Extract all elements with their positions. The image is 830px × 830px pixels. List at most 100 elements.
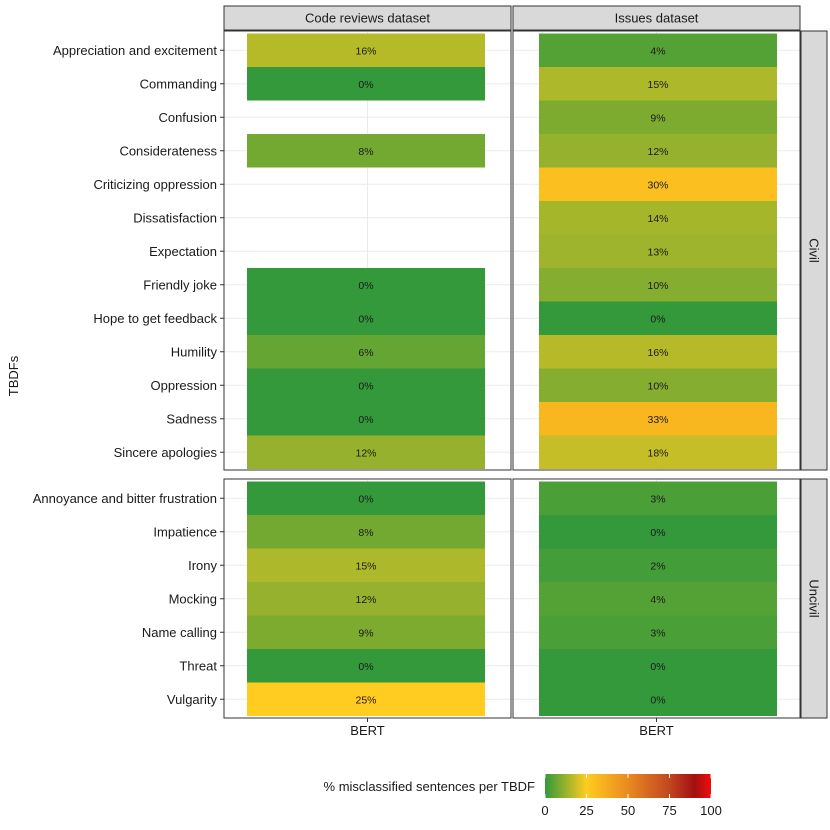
heatmap-tile (539, 649, 777, 683)
tile-value-label: 0% (650, 313, 665, 325)
y-tick-label: Sadness (166, 411, 217, 426)
y-tick-label: Expectation (149, 244, 217, 259)
legend-tick-label: 0 (541, 803, 548, 818)
tile-value-label: 0% (650, 694, 665, 706)
heatmap-tile (539, 682, 777, 716)
facet-strip-column (512, 5, 801, 31)
facet-column-label: Issues dataset (615, 11, 699, 26)
y-tick-label: Annoyance and bitter frustration (33, 491, 217, 506)
heatmap-tile (247, 481, 485, 515)
tile-value-label: 0% (358, 79, 373, 91)
legend-tick-label: 100 (700, 803, 722, 818)
tile-value-label: 15% (647, 79, 668, 91)
y-tick-label: Appreciation and excitement (53, 43, 217, 58)
tile-value-label: 2% (650, 560, 665, 572)
heatmap-tile (539, 67, 777, 101)
tile-value-label: 0% (650, 661, 665, 673)
y-tick-label: Vulgarity (167, 692, 218, 707)
y-tick-label: Friendly joke (143, 277, 217, 292)
heatmap-tile (539, 368, 777, 402)
y-tick-label: Humility (171, 344, 218, 359)
tile-value-label: 13% (647, 246, 668, 258)
y-tick-label: Name calling (142, 625, 217, 640)
panel-border (512, 30, 801, 471)
y-tick-label: Considerateness (119, 143, 217, 158)
tile-value-label: 18% (647, 447, 668, 459)
heatmap-tile (247, 67, 485, 101)
tile-value-label: 0% (358, 414, 373, 426)
y-tick-label: Dissatisfaction (133, 210, 217, 225)
tile-value-label: 0% (358, 493, 373, 505)
heatmap-tile (247, 548, 485, 582)
tile-value-label: 14% (647, 213, 668, 225)
heatmap-tile (539, 301, 777, 335)
y-tick-label: Mocking (169, 591, 217, 606)
facet-column-label: Code reviews dataset (305, 11, 430, 26)
y-tick-label: Hope to get feedback (93, 311, 217, 326)
heatmap-tile (539, 167, 777, 201)
tile-value-label: 9% (358, 627, 373, 639)
heatmap-tile (539, 335, 777, 369)
heatmap-tile (247, 268, 485, 302)
heatmap-tile (247, 435, 485, 469)
heatmap-tile (539, 201, 777, 235)
tile-value-label: 0% (358, 313, 373, 325)
legend-tick-label: 50 (621, 803, 635, 818)
facet-strip-column (223, 5, 512, 31)
heatmap-tile (247, 615, 485, 649)
heatmap-tile (539, 515, 777, 549)
heatmap-tile (247, 582, 485, 616)
heatmap-tile (539, 481, 777, 515)
tile-value-label: 3% (650, 493, 665, 505)
tile-value-label: 12% (355, 594, 376, 606)
facet-strip-row (800, 30, 828, 471)
tile-value-label: 0% (358, 280, 373, 292)
x-tick-label: BERT (350, 723, 384, 738)
heatmap-tile (539, 33, 777, 67)
heatmap-tile (247, 682, 485, 716)
y-tick-label: Commanding (140, 76, 217, 91)
tile-value-label: 8% (358, 146, 373, 158)
tile-value-label: 0% (358, 380, 373, 392)
heatmap-tile (247, 301, 485, 335)
heatmap-tile (247, 402, 485, 436)
x-tick-label: BERT (639, 723, 673, 738)
heatmap-tile (539, 402, 777, 436)
tile-value-label: 3% (650, 627, 665, 639)
tile-value-label: 10% (647, 380, 668, 392)
tile-value-label: 30% (647, 179, 668, 191)
tile-value-label: 16% (647, 347, 668, 359)
facet-row-label: Uncivil (807, 579, 822, 617)
heatmap-tile (247, 515, 485, 549)
heatmap-tile (539, 435, 777, 469)
heatmap-tile (539, 100, 777, 134)
tile-value-label: 16% (355, 45, 376, 57)
facet-row-label: Civil (807, 238, 822, 263)
heatmap-tile (539, 268, 777, 302)
y-tick-label: Sincere apologies (114, 445, 218, 460)
y-tick-label: Criticizing oppression (93, 177, 217, 192)
tile-value-label: 0% (650, 527, 665, 539)
heatmap-tile (247, 33, 485, 67)
tile-value-label: 15% (355, 560, 376, 572)
tile-value-label: 0% (358, 661, 373, 673)
y-tick-label: Confusion (158, 110, 217, 125)
heatmap-tile (247, 368, 485, 402)
panel-border (223, 30, 512, 471)
y-tick-label: Irony (188, 558, 217, 573)
heatmap-tile (539, 234, 777, 268)
heatmap-tile (539, 582, 777, 616)
tile-value-label: 6% (358, 347, 373, 359)
heatmap-tile (539, 615, 777, 649)
y-tick-label: Oppression (151, 378, 217, 393)
tile-value-label: 25% (355, 694, 376, 706)
heatmap-tile (539, 548, 777, 582)
legend-title: % misclassified sentences per TBDF (324, 779, 536, 794)
legend-tick-label: 75 (662, 803, 676, 818)
y-axis-title: TBDFs (6, 355, 21, 396)
tile-value-label: 12% (355, 447, 376, 459)
tile-value-label: 4% (650, 594, 665, 606)
legend-tick-label: 25 (579, 803, 593, 818)
y-tick-label: Threat (179, 658, 217, 673)
